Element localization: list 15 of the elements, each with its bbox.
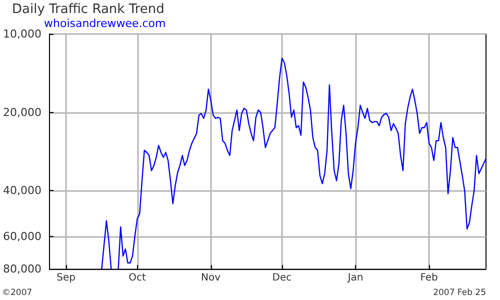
y-tick-label: 20,000 bbox=[2, 106, 42, 119]
x-tick-label: Sep bbox=[56, 272, 76, 284]
text: 2007 Feb 25 bbox=[433, 288, 486, 298]
x-tick-label: Nov bbox=[201, 272, 221, 284]
x-tick-label: Dec bbox=[272, 272, 292, 284]
text: ©2007 bbox=[2, 288, 32, 298]
y-tick-label: 10,000 bbox=[2, 28, 42, 40]
chart-title: Daily Traffic Rank Trend bbox=[12, 2, 164, 17]
x-tick-label: Oct bbox=[128, 272, 146, 284]
y-tick-label: 80,000 bbox=[2, 262, 42, 276]
x-tick-label: Jan bbox=[346, 272, 364, 284]
x-tick-label: Feb bbox=[420, 272, 438, 284]
y-tick-label: 40,000 bbox=[2, 184, 42, 198]
y-tick-label: 60,000 bbox=[2, 230, 42, 243]
chart-subtitle: whoisandrewwee.com bbox=[44, 17, 166, 30]
